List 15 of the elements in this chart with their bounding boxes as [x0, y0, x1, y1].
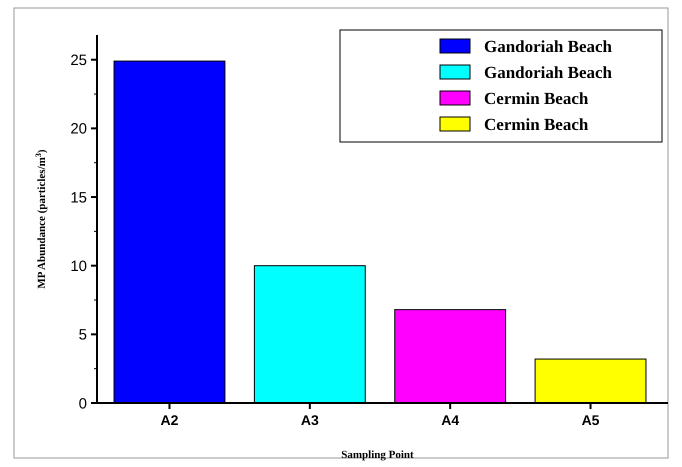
y-tick-label: 15: [70, 189, 87, 206]
x-axis-title: Sampling Point: [341, 449, 414, 461]
x-tick-label: A4: [441, 412, 460, 428]
y-tick-label: 5: [78, 326, 87, 344]
x-tick-label: A3: [300, 412, 319, 428]
legend-label: Gandoriah Beach: [484, 62, 613, 82]
x-tick-label: A5: [582, 412, 600, 428]
y-tick-label: 20: [70, 120, 87, 138]
y-tick-label: 10: [70, 258, 87, 275]
y-tick-label: 0: [78, 395, 87, 412]
legend-label: Cermin Beach: [484, 114, 589, 134]
y-tick-label: 25: [70, 52, 87, 69]
legend-label: Cermin Beach: [484, 88, 589, 108]
legend-label: Gandoriah Beach: [484, 36, 613, 56]
x-tick-label: A2: [160, 412, 179, 428]
